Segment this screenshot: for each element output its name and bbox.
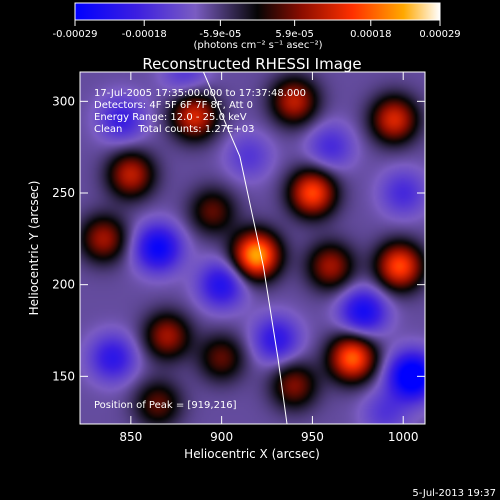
y-tick-label: 250 (52, 186, 75, 200)
x-tick-label: 900 (210, 430, 233, 444)
colorbar-tick-label: 0.00029 (419, 29, 460, 40)
y-axis-label: Heliocentric Y (arcsec) (27, 181, 41, 316)
footer-timestamp: 5-Jul-2013 19:37 (412, 488, 496, 499)
annotation-block: 17-Jul-2005 17:35:00.000 to 17:37:48.000… (94, 88, 306, 135)
chart-title: Reconstructed RHESSI Image (142, 55, 361, 73)
plot-frame (79, 71, 426, 425)
peak-position-label: Position of Peak = [919,216] (94, 400, 237, 411)
x-axis-label: Heliocentric X (arcsec) (184, 447, 320, 461)
heatmap-image (80, 72, 425, 424)
colorbar-ticks: -0.00029 -0.00018 -5.9e-05 5.9e-05 0.00018 0.… (53, 20, 461, 40)
annotation-detectors: Detectors: 4F 5F 6F 7F 8F, Att 0 (94, 100, 253, 111)
colorbar-units: (photons cm⁻² s⁻¹ asec⁻²) (193, 40, 322, 51)
y-tick-label: 200 (52, 278, 75, 292)
colorbar-tick-label: -5.9e-05 (199, 29, 241, 40)
y-tick-label: 300 (52, 94, 75, 108)
solar-limb-line (203, 72, 288, 424)
y-tick-label: 150 (52, 369, 75, 383)
colorbar (74, 2, 441, 21)
colorbar-tick-label: -0.00029 (53, 29, 98, 40)
annotation-clean: Clean Total counts: 1.27E+03 (94, 124, 254, 135)
colorbar-tick-label: 5.9e-05 (275, 29, 313, 40)
colorbar-tick-label: 0.00018 (350, 29, 391, 40)
annotation-time: 17-Jul-2005 17:35:00.000 to 17:37:48.000 (94, 88, 306, 99)
x-axis-ticks: 850 900 950 1000 (119, 72, 418, 444)
x-tick-label: 850 (119, 430, 142, 444)
x-tick-label: 1000 (388, 430, 419, 444)
y-axis-ticks: 150 200 250 300 (52, 94, 425, 383)
annotation-energy: Energy Range: 12.0 - 25.0 keV (94, 112, 247, 123)
x-tick-label: 950 (301, 430, 324, 444)
colorbar-tick-label: -0.00018 (122, 29, 167, 40)
